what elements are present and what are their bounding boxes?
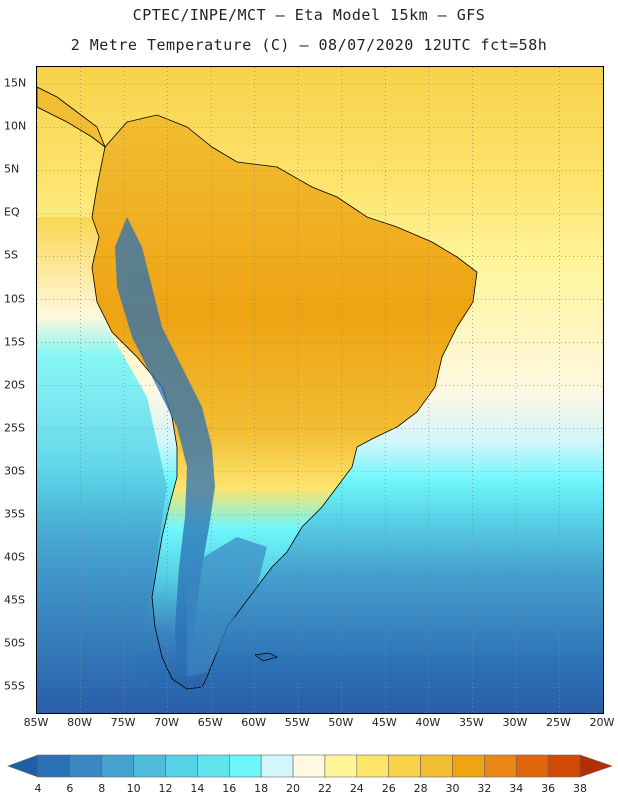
colorbar-swatch-12 — [420, 754, 453, 778]
colorbar-label-32: 32 — [477, 782, 492, 795]
lon-label-40w: 40W — [415, 716, 441, 729]
lon-label-60w: 60W — [241, 716, 267, 729]
lon-label-80w: 80W — [67, 716, 92, 729]
lat-label-15n: 15N — [4, 76, 27, 90]
colorbar-swatch-4 — [165, 754, 198, 778]
colorbar-swatch-2 — [101, 754, 134, 778]
lon-label-35w: 35W — [458, 716, 484, 729]
colorbar-label-34: 34 — [509, 782, 524, 795]
colorbar-swatch-9 — [324, 754, 358, 778]
colorbar-swatch-11 — [388, 754, 421, 778]
patagonia-cool-band — [187, 537, 267, 677]
lon-label-85w: 85W — [23, 716, 49, 729]
temperature-colorbar — [7, 754, 613, 778]
colorbar-label-6: 6 — [66, 782, 74, 795]
lat-label-35s: 35S — [4, 507, 25, 521]
colorbar-label-28: 28 — [413, 782, 428, 795]
colorbar-arrow-high — [579, 754, 613, 778]
lat-label-50s: 50S — [4, 636, 25, 650]
lon-label-55w: 55W — [284, 716, 310, 729]
colorbar-label-18: 18 — [254, 782, 269, 795]
colorbar-swatch-1 — [69, 754, 103, 778]
lat-label-30s: 30S — [4, 464, 25, 478]
lon-label-65w: 65W — [197, 716, 223, 729]
lon-label-20w: 20W — [589, 716, 615, 729]
colorbar-label-26: 26 — [381, 782, 396, 795]
central-america-landmass — [37, 86, 106, 149]
lat-label-10s: 10S — [4, 292, 25, 306]
colorbar-label-30: 30 — [445, 782, 460, 795]
colorbar-label-14: 14 — [190, 782, 205, 795]
colorbar-label-10: 10 — [126, 782, 141, 795]
colorbar-label-22: 22 — [317, 782, 332, 795]
lon-label-70w: 70W — [154, 716, 180, 729]
colorbar-swatch-13 — [452, 754, 485, 778]
lon-label-50w: 50W — [328, 716, 354, 729]
colorbar-swatch-3 — [133, 754, 166, 778]
lat-label-5n: 5N — [4, 162, 20, 176]
colorbar-swatch-16 — [547, 754, 581, 778]
colorbar-label-8: 8 — [98, 782, 106, 795]
colorbar-label-4: 4 — [34, 782, 42, 795]
lat-label-eq: EQ — [4, 205, 20, 219]
colorbar-swatch-8 — [292, 754, 326, 778]
lat-label-45s: 45S — [4, 593, 25, 607]
colorbar-swatch-14 — [484, 754, 517, 778]
colorbar-label-16: 16 — [222, 782, 237, 795]
lat-label-15s: 15S — [4, 335, 25, 349]
lat-label-25s: 25S — [4, 421, 25, 435]
lon-label-75w: 75W — [110, 716, 136, 729]
colorbar-label-12: 12 — [158, 782, 173, 795]
map-title-line1: CPTEC/INPE/MCT – Eta Model 15km – GFS — [132, 6, 486, 24]
pacific-ocean-field — [37, 217, 167, 713]
colorbar-swatch-6 — [228, 754, 262, 778]
temperature-map — [36, 66, 604, 714]
lat-label-20s: 20S — [4, 378, 25, 392]
lon-label-25w: 25W — [546, 716, 571, 729]
colorbar-swatch-10 — [356, 754, 390, 778]
lat-label-5s: 5S — [4, 248, 18, 262]
colorbar-label-38: 38 — [573, 782, 587, 795]
falkland-islands — [254, 652, 278, 662]
colorbar-swatch-0 — [37, 754, 71, 778]
lon-label-45w: 45W — [371, 716, 397, 729]
lat-label-55s: 55S — [4, 679, 25, 693]
colorbar-swatch-15 — [515, 754, 549, 778]
colorbar-label-24: 24 — [349, 782, 364, 795]
andes-cold-band — [115, 217, 215, 677]
lat-label-40s: 40S — [4, 550, 25, 564]
lon-label-30w: 30W — [502, 716, 528, 729]
colorbar-label-36: 36 — [541, 782, 556, 795]
colorbar-swatch-7 — [260, 754, 294, 778]
colorbar-arrow-low — [7, 754, 39, 778]
map-title-line2: 2 Metre Temperature (C) – 08/07/2020 12U… — [70, 36, 548, 54]
colorbar-swatch-5 — [197, 754, 230, 778]
lat-label-10n: 10N — [4, 119, 27, 133]
colorbar-label-20: 20 — [286, 782, 301, 795]
